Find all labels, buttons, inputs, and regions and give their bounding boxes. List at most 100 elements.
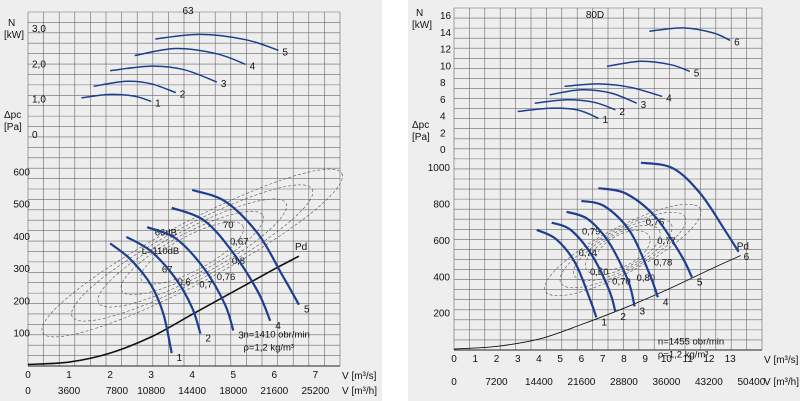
efficiency-contours: 0,75 0,77 0,78 0,80 0,700,60 0,74 0,79 [544, 203, 702, 297]
fan-curve-4 [171, 206, 272, 322]
x-tick-label: 10 [661, 354, 673, 365]
efficiency-label: L=110dB [142, 246, 180, 257]
pressure-tick-label: 200 [433, 309, 450, 320]
operating-note: n=1455 obr/min [658, 337, 724, 348]
power-tick-label: 12 [440, 45, 452, 56]
x-tick-label: 2 [494, 354, 500, 365]
x2-tick-label: 25200 [301, 386, 329, 397]
power-curve-label: 2 [619, 107, 625, 118]
efficiency-label: 0,74 [578, 248, 597, 259]
efficiency-contour [41, 168, 343, 338]
x2-axis-label: V [m³/h] [764, 377, 799, 388]
pressure-tick-label: 600 [433, 236, 450, 247]
power-curve-4 [134, 47, 246, 66]
fan-curve-5 [191, 188, 300, 306]
fan-curve-1 [536, 228, 598, 318]
x-tick-label: 6 [579, 354, 585, 365]
power-curve-label: 1 [602, 115, 608, 126]
power-curve-6 [649, 27, 731, 42]
x-tick-label: 12 [703, 354, 715, 365]
power-tick-label: 6 [440, 95, 446, 106]
efficiency-contour [585, 225, 661, 275]
grid [27, 11, 341, 367]
pd-curve [453, 255, 741, 350]
fan-curve-label: 1 [177, 353, 183, 364]
panel-background [0, 0, 382, 401]
pd-curve [27, 255, 300, 366]
x2-tick-label: 21600 [260, 386, 288, 397]
chart-panel-1: 63N[kW]Δpc[Pa]V [m³/s]V [m³/h]3,02,01,00… [0, 0, 382, 401]
pressure-tick-label: 200 [13, 296, 30, 307]
fan-curve-3 [146, 226, 235, 331]
power-tick-label: 3,0 [32, 24, 46, 35]
x-tick-label: 7 [313, 370, 319, 381]
operating-note: n=1410 obr/min [244, 330, 310, 341]
x-tick-label: 1 [66, 370, 72, 381]
efficiency-label: 0,7 [199, 280, 212, 291]
x-axis-label: V [m³/s] [342, 371, 377, 382]
power-curve-label: 4 [250, 61, 256, 72]
x-tick-label: 1 [472, 354, 478, 365]
pressure-tick-label: 600 [13, 167, 30, 178]
efficiency-label: 0,6 [177, 277, 190, 288]
x-tick-label: 9 [642, 354, 648, 365]
x-tick-label: 4 [189, 370, 195, 381]
efficiency-label: 0,77 [657, 236, 676, 247]
x-tick-label: 4 [536, 354, 542, 365]
pd-label: Pd [295, 242, 307, 253]
operating-note: ρ=1,2 kg/m³ [244, 343, 295, 354]
x2-tick-label: 28800 [610, 377, 638, 388]
fan-curve-label: 3 [238, 330, 244, 341]
power-tick-label: 10 [440, 61, 452, 72]
power-curve-label: 4 [666, 93, 672, 104]
fan-curve-label: 2 [205, 334, 211, 345]
efficiency-label: 0,60 [590, 267, 609, 278]
x2-tick-label: 36000 [653, 377, 681, 388]
fan-curve-4 [581, 199, 659, 298]
efficiency-contour [559, 211, 687, 289]
fan-curve-2 [125, 235, 202, 335]
y-axis-label-power-line1: N [416, 8, 423, 19]
x-tick-label: 11 [682, 354, 693, 365]
fan-curve-label: 4 [663, 297, 669, 308]
y-axis-label-power-line2: [kW] [412, 20, 432, 31]
power-tick-label: 0 [32, 130, 38, 141]
x-tick-label: 6 [272, 370, 278, 381]
fan-curve-label: 6 [744, 252, 750, 263]
y-axis-label-pressure-line1: Δpc [412, 120, 429, 131]
power-curve-1 [517, 107, 599, 119]
fan-curve-label: 3 [640, 306, 646, 317]
x2-tick-label: 21600 [568, 377, 596, 388]
pressure-tick-label: 300 [13, 264, 30, 275]
efficiency-label: 67 [162, 264, 173, 275]
power-curve-1 [81, 93, 152, 103]
fan-curve-3 [566, 210, 636, 307]
pressure-tick-label: 1000 [428, 163, 451, 174]
power-curve-4 [564, 83, 663, 98]
power-tick-label: 16 [440, 11, 452, 22]
power-curve-3 [110, 65, 218, 83]
power-curve-2 [93, 80, 177, 94]
fan-curve-1 [109, 242, 173, 354]
efficiency-label: 0,75 [646, 217, 665, 228]
fan-curve-label: 4 [275, 321, 281, 332]
x2-tick-label: 7800 [106, 386, 129, 397]
x2-tick-label: 43200 [695, 377, 723, 388]
y-axis-label-pressure-line1: Δpc [4, 110, 21, 121]
pressure-tick-label: 800 [433, 200, 450, 211]
power-tick-label: 2 [440, 128, 446, 139]
y-axis-label-pressure-line2: [Pa] [4, 122, 22, 133]
power-tick-label: 14 [440, 28, 452, 39]
power-curve-5 [155, 33, 279, 52]
efficiency-label: 0,80 [637, 273, 656, 284]
efficiency-contour [71, 184, 314, 322]
pressure-tick-label: 500 [13, 200, 30, 211]
power-curve-label: 6 [734, 37, 740, 48]
pd-label: Pd [737, 241, 749, 252]
x2-tick-label: 10800 [137, 386, 165, 397]
y-axis-label-power-line1: N [8, 18, 15, 29]
x-tick-label: 5 [230, 370, 236, 381]
pressure-tick-label: 400 [13, 232, 30, 243]
